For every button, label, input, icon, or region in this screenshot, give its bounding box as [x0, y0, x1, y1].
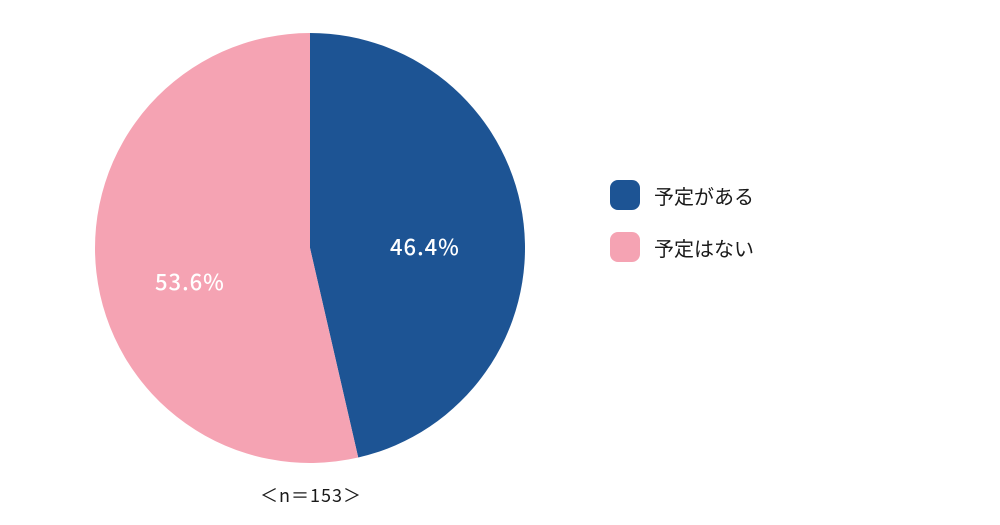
pie-slice-label-1: 53.6% — [155, 265, 225, 297]
pie-svg — [95, 33, 525, 463]
legend: 予定がある 予定はない — [610, 180, 754, 262]
legend-item-0: 予定がある — [610, 180, 754, 210]
legend-item-1: 予定はない — [610, 232, 754, 262]
sample-size-caption: ＜n＝153＞ — [260, 482, 362, 508]
legend-swatch-1 — [610, 232, 640, 262]
pie-chart — [95, 33, 525, 463]
legend-swatch-0 — [610, 180, 640, 210]
legend-label-1: 予定はない — [654, 233, 754, 262]
legend-label-0: 予定がある — [654, 181, 754, 210]
chart-stage: 46.4% 53.6% ＜n＝153＞ 予定がある 予定はない — [0, 0, 1000, 525]
pie-slice-label-0: 46.4% — [390, 230, 460, 262]
